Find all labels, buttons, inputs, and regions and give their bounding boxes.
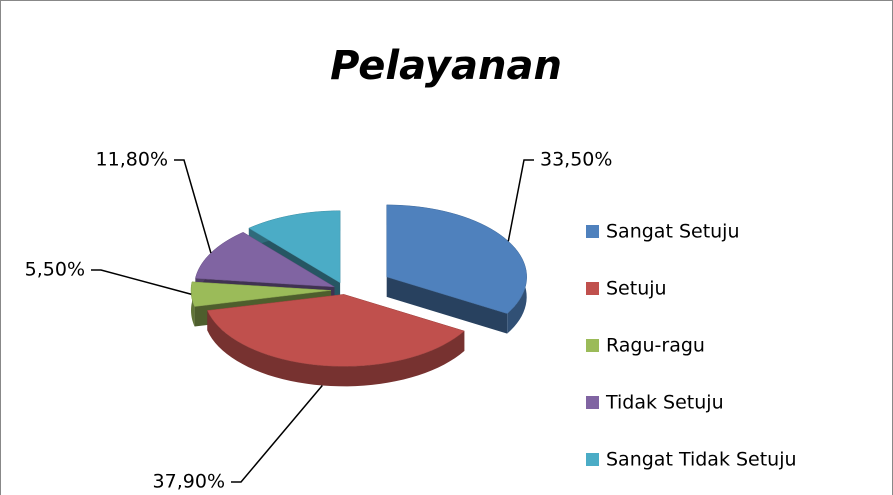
data-label: 37,90%: [153, 471, 225, 493]
slice-side: [386, 276, 508, 334]
leader-line: [91, 269, 192, 295]
slice-top: [386, 204, 527, 314]
chart-title: Pelayanan: [330, 43, 562, 89]
data-label: 11,80%: [96, 149, 168, 171]
slice-top: [248, 210, 341, 284]
legend-swatch: [586, 282, 599, 295]
legend-swatch: [586, 339, 599, 352]
slice: [206, 294, 465, 387]
data-label: 5,50%: [25, 259, 85, 281]
leader-line: [231, 385, 323, 483]
slice-top: [190, 281, 332, 307]
slice-wall: [207, 310, 465, 387]
legend-swatch: [586, 453, 599, 466]
leader-line: [174, 159, 212, 254]
legend-label: Sangat Tidak Setuju: [606, 449, 797, 471]
legend-label: Tidak Setuju: [605, 392, 724, 414]
legend-swatch: [586, 225, 599, 238]
leader-line: [507, 159, 534, 242]
legend-label: Sangat Setuju: [606, 221, 740, 243]
legend-label: Ragu-ragu: [606, 335, 705, 357]
data-label: 33,50%: [540, 149, 612, 171]
legend-label: Setuju: [606, 278, 667, 300]
slice-top: [206, 294, 465, 367]
slice: [386, 204, 527, 334]
legend-swatch: [586, 396, 599, 409]
slice-top: [195, 232, 335, 288]
